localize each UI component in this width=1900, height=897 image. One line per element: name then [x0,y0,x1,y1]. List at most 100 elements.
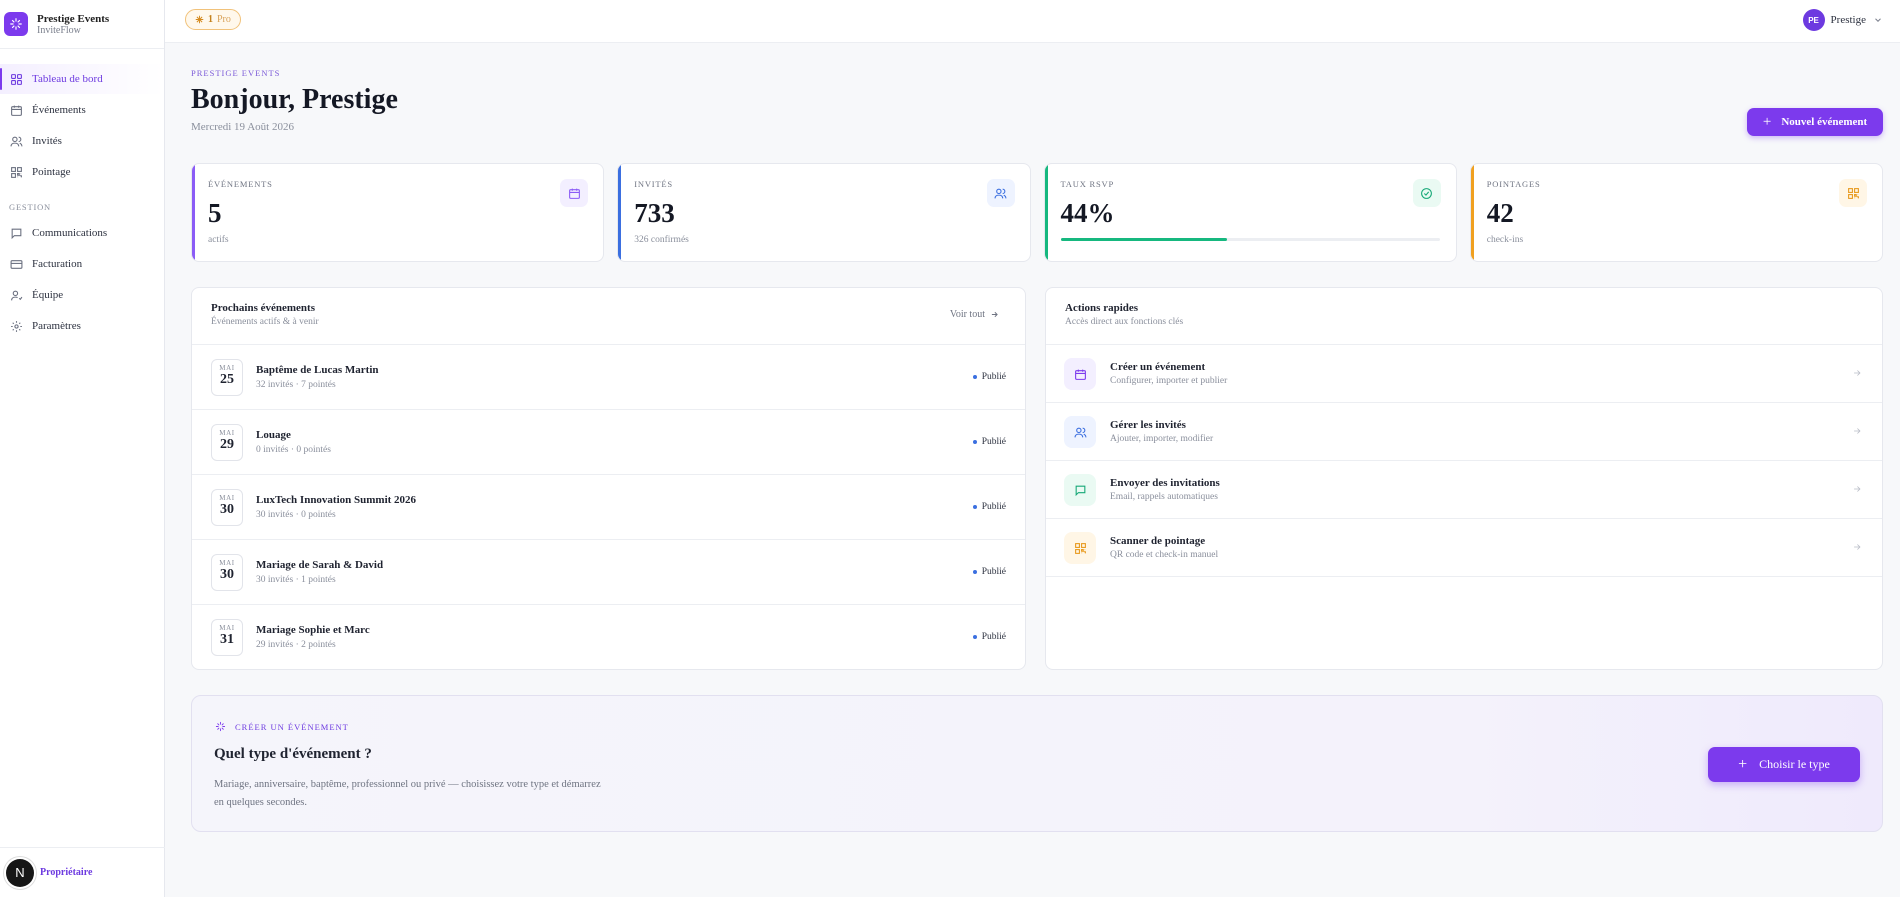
list-item[interactable]: MAI 29 Louage 0 invités · 0 pointés Publ… [192,410,1025,475]
choose-type-label: Choisir le type [1759,757,1830,771]
choose-type-button[interactable]: + Choisir le type [1708,747,1860,782]
action-scan-checkin[interactable]: Scanner de pointage QR code et check-in … [1046,519,1882,577]
stat-label: TAUX RSVP [1060,179,1115,189]
stat-value: 733 [634,198,675,228]
sidebar-item-checkin[interactable]: Pointage [0,157,164,187]
new-event-button[interactable]: + Nouvel événement [1747,108,1883,136]
action-title: Envoyer des invitations [1110,477,1220,489]
page-title: Bonjour, Prestige [191,84,398,115]
status-label: Publié [981,502,1006,512]
event-meta: 0 invités · 0 pointés [256,445,331,455]
sidebar-item-label: Équipe [32,289,64,301]
main-content: PRESTIGE EVENTS Bonjour, Prestige Mercre… [165,43,1900,897]
action-subtitle: Ajouter, importer, modifier [1110,434,1214,444]
page-date: Mercredi 19 Août 2026 [191,121,294,133]
qr-icon [1064,532,1096,564]
list-item[interactable]: MAI 30 LuxTech Innovation Summit 2026 30… [192,475,1025,540]
sidebar-item-guests[interactable]: Invités [0,126,164,156]
date-badge: MAI 30 [211,489,243,526]
panel-title: Actions rapides [1065,302,1139,314]
card-icon [10,259,23,269]
sidebar-item-settings[interactable]: Paramètres [0,311,164,341]
stat-card-rsvp[interactable]: TAUX RSVP 44% [1043,163,1457,262]
stat-card-events[interactable]: ÉVÉNEMENTS 5 actifs [191,163,605,262]
list-item[interactable]: MAI 25 Baptême de Lucas Martin 32 invité… [192,345,1025,410]
status-badge: Publié [972,502,1006,512]
list-item[interactable]: MAI 31 Mariage Sophie et Marc 29 invités… [192,605,1025,669]
stat-accent-bar [1044,164,1048,261]
sidebar-item-dashboard[interactable]: Tableau de bord [0,64,164,94]
profile-name: Prestige [1830,14,1866,26]
sidebar-item-events[interactable]: Événements [0,95,164,125]
see-all-link[interactable]: Voir tout [950,309,999,320]
arrow-right-icon [991,311,998,318]
message-icon [1064,474,1096,506]
date-day: 30 [220,502,234,517]
action-send-invitations[interactable]: Envoyer des invitations Email, rappels a… [1046,461,1882,519]
stat-sub: 326 confirmés [634,235,689,245]
status-label: Publié [981,437,1006,447]
action-subtitle: Configurer, importer et publier [1110,376,1228,386]
qr-icon [11,166,22,178]
banner-eyebrow-label: CRÉER UN ÉVÉNEMENT [235,721,349,732]
status-dot [972,570,977,574]
stat-card-checkins[interactable]: POINTAGES 42 check-ins [1469,163,1883,262]
plan-badge[interactable]: 1 Pro [185,9,241,30]
rsvp-progress-bar [1060,238,1440,241]
date-month: MAI [219,559,235,567]
banner-description: Mariage, anniversaire, baptême, professi… [214,779,601,808]
brand[interactable]: Prestige Events InviteFlow [0,0,164,49]
grid-icon [11,73,22,85]
arrow-right-icon [1854,428,1861,434]
profile-menu[interactable]: PE Prestige [1802,9,1883,31]
date-day: 29 [220,437,234,452]
sidebar-item-label: Événements [32,104,86,116]
date-badge: MAI 30 [211,554,243,591]
status-dot [972,635,977,639]
user-menu[interactable]: N Propriétaire [0,847,165,897]
avatar: N [6,858,34,887]
date-month: MAI [219,494,235,502]
sidebar-item-team[interactable]: Équipe [0,280,164,310]
date-day: 25 [220,372,234,387]
event-meta: 29 invités · 2 pointés [256,640,336,650]
brand-name: Prestige Events [37,12,110,25]
action-create-event[interactable]: Créer un événement Configurer, importer … [1046,345,1882,403]
gear-icon [11,320,22,332]
sparkle-icon [195,15,204,24]
create-event-banner: CRÉER UN ÉVÉNEMENT Quel type d'événement… [191,695,1883,832]
new-event-label: Nouvel événement [1781,116,1868,128]
user-role: Propriétaire [40,867,93,878]
stats-row: ÉVÉNEMENTS 5 actifs INVITÉS 733 326 conf… [191,163,1883,262]
stat-accent-bar [618,164,622,261]
status-dot [972,505,977,509]
date-badge: MAI 31 [211,619,243,656]
see-all-label: Voir tout [949,309,985,320]
date-month: MAI [219,429,235,437]
sidebar-item-communications[interactable]: Communications [0,218,164,248]
sidebar-item-billing[interactable]: Facturation [0,249,164,279]
list-item[interactable]: MAI 30 Mariage de Sarah & David 30 invit… [192,540,1025,605]
action-subtitle: QR code et check-in manuel [1110,550,1219,560]
action-title: Créer un événement [1110,361,1206,373]
status-badge: Publié [972,567,1006,577]
event-name: Mariage Sophie et Marc [256,624,370,636]
status-badge: Publié [972,632,1006,642]
date-day: 31 [220,632,234,647]
rsvp-progress-fill [1060,238,1228,241]
message-icon [11,228,22,239]
sparkles-logo-icon [4,12,28,36]
stat-card-guests[interactable]: INVITÉS 733 326 confirmés [617,163,1031,262]
stat-value: 42 [1486,198,1514,228]
action-manage-guests[interactable]: Gérer les invités Ajouter, importer, mod… [1046,403,1882,461]
users-icon [10,136,23,146]
banner-eyebrow: CRÉER UN ÉVÉNEMENT [215,721,349,732]
sidebar-item-label: Facturation [32,258,83,270]
sparkles-icon [215,721,226,732]
event-name: Louage [256,429,291,441]
date-month: MAI [219,364,235,372]
stat-sub: check-ins [1486,235,1524,245]
event-meta: 32 invités · 7 pointés [256,380,336,390]
events-list: MAI 25 Baptême de Lucas Martin 32 invité… [192,345,1025,669]
date-month: MAI [219,624,235,632]
